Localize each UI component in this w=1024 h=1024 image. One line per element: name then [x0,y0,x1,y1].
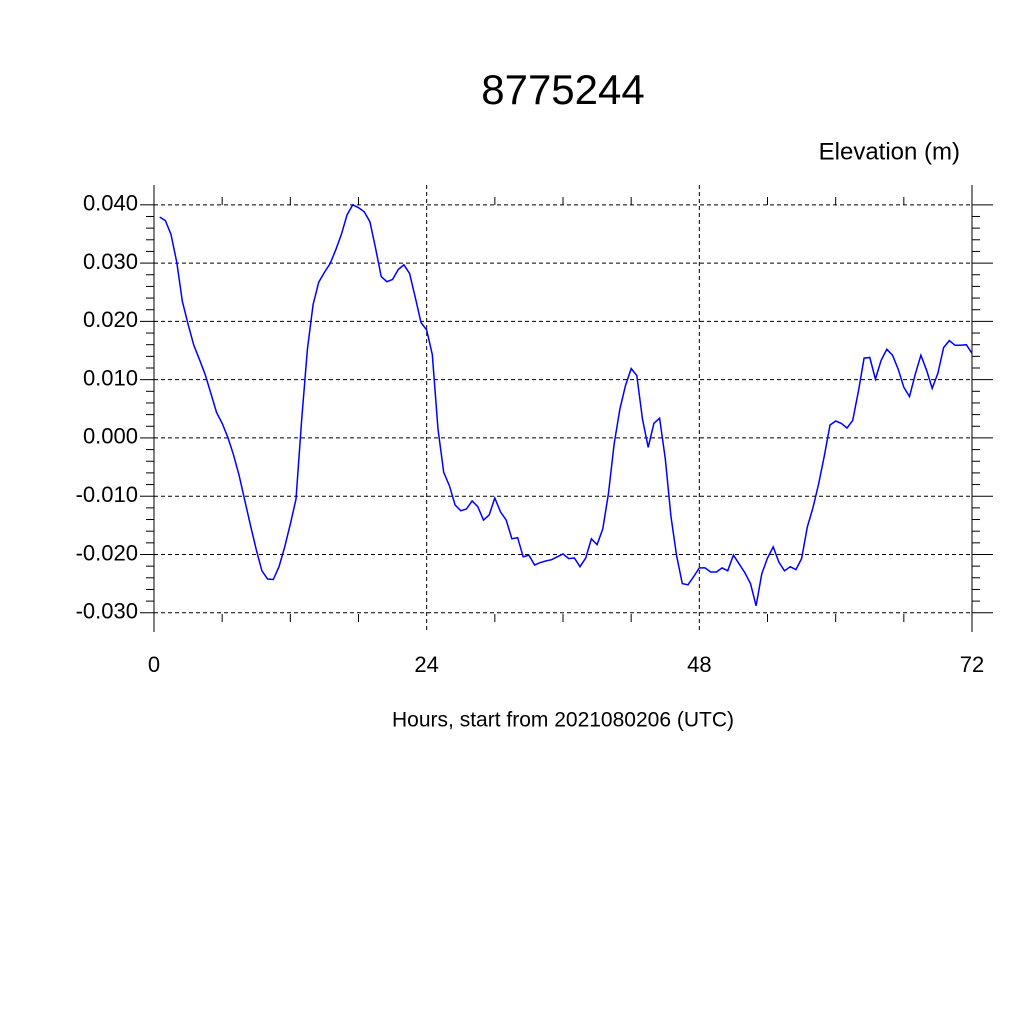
x-tick-label: 0 [148,652,160,677]
y-tick-label: 0.040 [83,191,138,216]
x-tick-label: 72 [960,652,984,677]
y-axis-label: Elevation (m) [819,138,960,165]
x-tick-label: 24 [414,652,438,677]
y-tick-label: -0.020 [76,540,138,565]
x-tick-label: 48 [687,652,711,677]
chart-title: 8775244 [481,66,645,113]
y-tick-label: -0.030 [76,599,138,624]
x-axis-label: Hours, start from 2021080206 (UTC) [392,709,734,732]
y-tick-label: 0.000 [83,424,138,449]
y-tick-label: 0.010 [83,365,138,390]
y-tick-label: 0.020 [83,307,138,332]
data-line [159,203,973,606]
y-tick-label: 0.030 [83,249,138,274]
y-tick-label: -0.010 [76,482,138,507]
